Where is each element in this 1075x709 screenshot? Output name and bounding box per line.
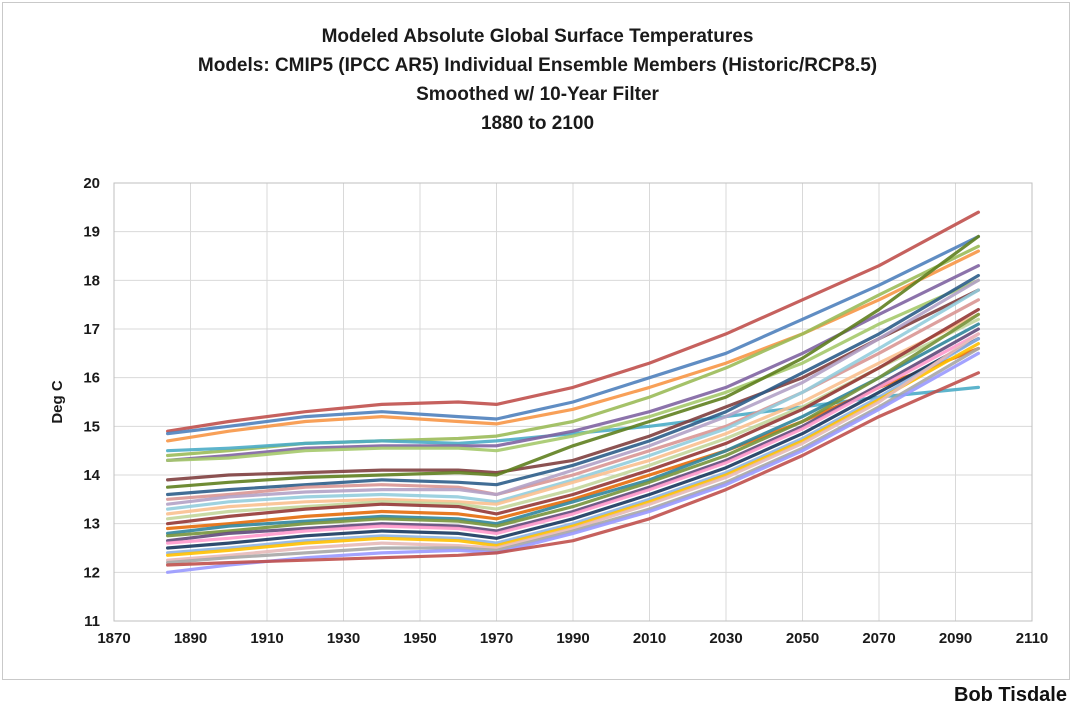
series-line [166,342,981,557]
x-tick-label: 2010 [633,630,666,647]
x-tick-label: 1890 [174,630,207,647]
x-tick-label: 2030 [709,630,742,647]
y-tick-label: 13 [83,516,100,533]
y-tick-label: 15 [83,418,100,435]
x-tick-label: 2110 [1016,630,1049,647]
series-line [166,278,981,506]
y-tick-label: 16 [83,370,100,387]
series-line [166,210,981,433]
series-line [166,337,981,550]
series-line [166,264,981,462]
series-line [166,346,981,565]
author-credit: Bob Tisdale [954,684,1067,706]
series-line [166,322,981,536]
series-line [166,332,981,562]
x-tick-label: 2090 [939,630,972,647]
y-tick-label: 12 [83,564,100,581]
series-line [166,312,981,516]
x-tick-label: 1990 [556,630,589,647]
series-line [166,273,981,497]
series-line [166,234,981,436]
title-line-4: 1880 to 2100 [480,113,595,134]
y-tick-label: 11 [84,613,100,630]
y-tick-label: 20 [83,175,100,192]
x-tick-label: 2070 [862,630,895,647]
series-line [166,234,981,489]
plot-area [113,182,1033,622]
series-line [166,278,981,462]
y-tick-label: 17 [83,321,100,338]
x-tick-label: 1930 [327,630,360,647]
series-line [166,317,981,521]
y-axis-label: Deg C [49,380,66,424]
series-line [166,307,981,526]
series-line [166,288,981,482]
title-line-1: Modeled Absolute Global Surface Temperat… [321,26,754,47]
series-line [166,327,981,543]
x-tick-label: 1950 [403,630,436,647]
y-tick-label: 18 [83,272,100,289]
series-line [166,332,981,545]
y-tick-label: 19 [83,224,100,241]
title-line-2: Models: CMIP5 (IPCC AR5) Individual Ense… [197,55,878,76]
y-tick-label: 14 [83,467,100,484]
x-tick-label: 2050 [786,630,819,647]
chart-title: Modeled Absolute Global Surface Temperat… [0,22,1075,138]
series-line [166,371,981,567]
series-line [166,312,981,538]
x-tick-label: 1870 [97,630,130,647]
series-line [166,288,981,511]
x-tick-label: 1910 [250,630,283,647]
title-line-3: Smoothed w/ 10-Year Filter [416,84,659,105]
series-line [166,337,981,555]
x-tick-label: 1970 [480,630,513,647]
series-line [166,351,981,574]
